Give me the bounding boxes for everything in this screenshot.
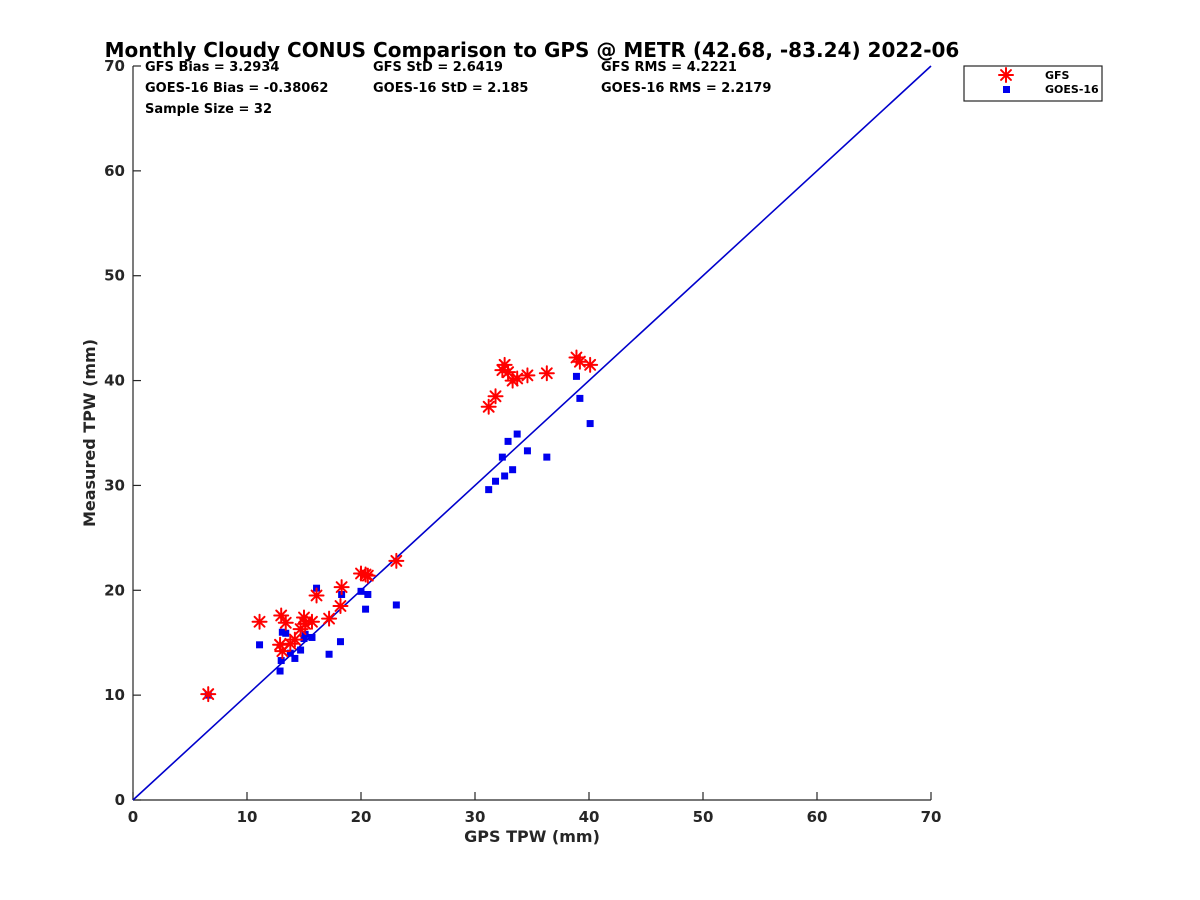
goes-16-point [336, 638, 344, 646]
goes-16-point [586, 420, 594, 428]
y-tick-label: 60 [104, 162, 125, 180]
x-tick-label: 60 [807, 808, 828, 826]
goes-16-point [297, 646, 305, 654]
gfs-point [200, 686, 217, 703]
x-tick-label: 10 [237, 808, 258, 826]
gfs-bias-text: GFS Bias = 3.2934 [145, 60, 279, 75]
goes-16-point [392, 601, 400, 609]
goes-16-point [325, 650, 333, 658]
goes-16-point [501, 472, 509, 480]
gfs-point [333, 579, 350, 596]
one-to-one-line [132, 65, 932, 801]
goes-16-point [276, 667, 284, 675]
gfs-point [303, 613, 320, 630]
gfs-point [277, 614, 294, 631]
gfs-point [286, 631, 303, 648]
x-axis-label: GPS TPW (mm) [464, 827, 600, 846]
goes-16-point [256, 641, 264, 649]
goes-16-point [286, 649, 294, 657]
axis-ticks: 0 10 20 30 40 50 60 70 0 10 20 30 40 50 60 70 [104, 57, 941, 826]
gfs-point [332, 598, 349, 615]
goes-16-point [308, 633, 316, 641]
y-tick-label: 40 [104, 372, 125, 390]
gfs-rms-text: GFS RMS = 4.2221 [601, 60, 737, 75]
goes-16-point [300, 635, 308, 643]
goes-16-point [509, 466, 517, 474]
gfs-point [388, 552, 405, 569]
y-tick-label: 50 [104, 267, 125, 285]
goes-16-point [513, 430, 521, 438]
goes-16-point [576, 394, 584, 402]
sample-size-text: Sample Size = 32 [145, 102, 272, 117]
y-tick-label: 10 [104, 686, 125, 704]
chart-title: Monthly Cloudy CONUS Comparison to GPS @… [105, 38, 960, 62]
y-tick-label: 20 [104, 581, 125, 599]
goes-16-point [572, 372, 580, 380]
gfs-point [308, 587, 325, 604]
statistics-annotations: GFS Bias = 3.2934 GOES-16 Bias = -0.3806… [145, 60, 771, 117]
goes-16-point [492, 477, 500, 485]
y-tick-label: 30 [104, 476, 125, 494]
goes-bias-text: GOES-16 Bias = -0.38062 [145, 81, 328, 96]
gfs-point [582, 356, 599, 373]
data-markers [200, 349, 599, 703]
legend-gfs-marker [998, 67, 1014, 83]
y-tick-label: 0 [115, 791, 125, 809]
gfs-point [272, 636, 289, 653]
legend-gfs-asterisk [998, 67, 1014, 83]
goes-16-point [523, 447, 531, 455]
gfs-point [321, 610, 338, 627]
gfs-std-text: GFS StD = 2.6419 [373, 60, 503, 75]
goes-16-point [291, 654, 299, 662]
goes-rms-text: GOES-16 RMS = 2.2179 [601, 81, 771, 96]
goes-16-point [364, 590, 372, 598]
goes-16-point [485, 486, 493, 494]
gfs-point [297, 615, 314, 632]
x-tick-label: 20 [351, 808, 372, 826]
gfs-point [538, 365, 555, 382]
legend-box [963, 65, 1103, 102]
gfs-point [359, 567, 376, 584]
goes-std-text: GOES-16 StD = 2.185 [373, 81, 528, 96]
gfs-point [519, 367, 536, 384]
goes-16-point [357, 587, 365, 595]
goes-16-point [543, 453, 551, 461]
x-tick-label: 70 [921, 808, 942, 826]
gfs-point [480, 398, 497, 415]
x-tick-label: 50 [693, 808, 714, 826]
goes-16-point [362, 605, 370, 613]
legend: GFS GOES-16 [963, 65, 1103, 102]
legend-goes-label: GOES-16 [1045, 83, 1099, 96]
legend-goes-marker [1003, 86, 1010, 93]
plot-area [132, 66, 931, 801]
gfs-point [509, 370, 526, 387]
y-axis-label: Measured TPW (mm) [80, 339, 99, 527]
y-tick-label: 70 [104, 57, 125, 75]
gfs-point [487, 388, 504, 405]
gfs-point [251, 613, 268, 630]
reference-line-group [132, 65, 932, 801]
x-tick-label: 0 [128, 808, 138, 826]
goes-16-point [504, 437, 512, 445]
legend-gfs-label: GFS [1045, 69, 1070, 82]
gfs-point [571, 353, 588, 370]
goes-16-point [277, 657, 285, 665]
x-tick-label: 30 [465, 808, 486, 826]
goes-16-point [282, 629, 290, 637]
goes-16-point [498, 453, 506, 461]
x-tick-label: 40 [579, 808, 600, 826]
